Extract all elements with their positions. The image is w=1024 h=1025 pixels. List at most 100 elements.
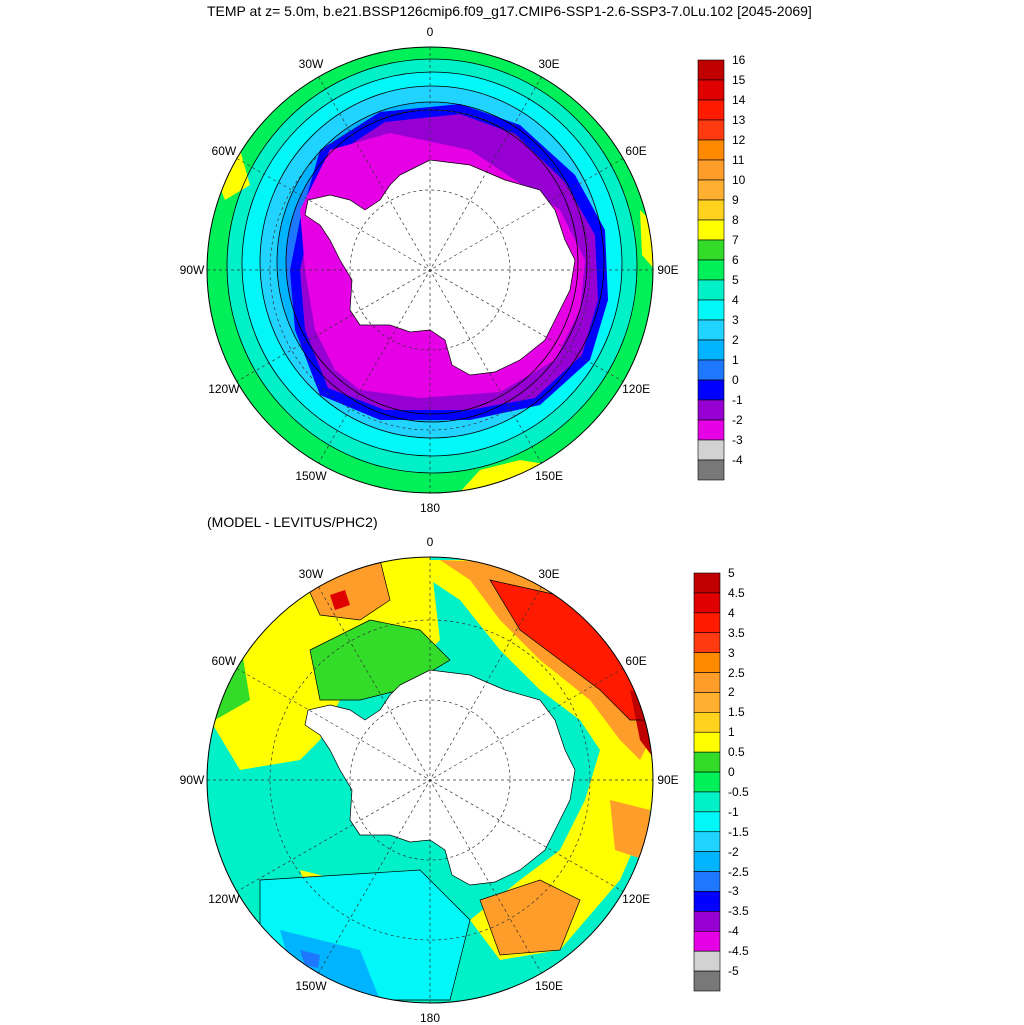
bottom-lon-label: 0 (426, 535, 434, 549)
top-colorbar-label: 8 (732, 213, 739, 227)
bottom-colorbar-swatch (693, 771, 721, 793)
bottom-colorbar-label: -3 (728, 884, 739, 899)
top-lon-label: 150E (534, 469, 564, 484)
top-colorbar-label: 0 (732, 373, 739, 387)
top-colorbar-label: 9 (732, 193, 739, 207)
top-colorbar-swatch (697, 99, 725, 121)
bottom-graticule (207, 557, 653, 1003)
bottom-colorbar-swatch (693, 871, 721, 892)
top-colorbar-label: 3 (732, 313, 739, 327)
top-colorbar-swatch (697, 159, 725, 181)
top-lon-label: 0 (426, 25, 434, 39)
top-lon-label: 60W (211, 144, 237, 158)
bottom-lon-label: 180 (419, 1011, 441, 1025)
bottom-colorbar-label: 5 (728, 566, 735, 580)
top-colorbar-label: 12 (732, 133, 746, 147)
bottom-colorbar-label: 0.5 (728, 745, 745, 760)
top-colorbar-swatch (697, 199, 725, 221)
top-colorbar-swatch (697, 119, 725, 141)
top-colorbar-label: -4 (732, 453, 743, 467)
bottom-colorbar-swatch (693, 950, 721, 972)
top-colorbar-label: 14 (732, 93, 746, 107)
bottom-colorbar-label: -2.5 (728, 864, 749, 879)
top-graticule (207, 47, 653, 493)
bottom-colorbar-label: 1 (728, 725, 735, 740)
bottom-colorbar-swatch (693, 731, 721, 753)
top-colorbar-swatch (697, 379, 725, 401)
bottom-lon-label: 150W (295, 979, 327, 994)
top-colorbar-label: 16 (732, 53, 746, 67)
top-lon-label: 60E (625, 144, 647, 158)
bottom-colorbar-label: 2 (728, 685, 735, 700)
bottom-colorbar-swatch (693, 930, 721, 952)
top-colorbar-swatch (697, 139, 725, 161)
bottom-colorbar-label: -3.5 (728, 904, 749, 919)
top-colorbar-swatch (697, 59, 725, 81)
bottom-colorbar-swatch (693, 712, 721, 733)
top-lon-label: 120W (208, 382, 240, 396)
main-title: TEMP at z= 5.0m, b.e21.BSSP126cmip6.f09_… (207, 3, 812, 19)
bottom-colorbar-swatch (693, 692, 721, 713)
bottom-lon-label: 30W (298, 566, 324, 581)
top-colorbar-label: 10 (732, 173, 746, 187)
top-colorbar-label: 1 (732, 353, 739, 367)
bottom-colorbar-label: 4 (728, 605, 735, 620)
bottom-colorbar-label: 4.5 (728, 585, 745, 600)
top-lon-label: 30W (298, 56, 324, 71)
top-colorbar-swatch (697, 299, 725, 321)
bottom-map-border (206, 556, 654, 1004)
bottom-colorbar-swatch (693, 911, 721, 932)
bottom-colorbar-label: -4 (728, 924, 739, 939)
bottom-colorbar-label: 3.5 (728, 625, 745, 640)
bottom-colorbar-swatch (693, 970, 721, 992)
difference-subtitle: (MODEL - LEVITUS/PHC2) (207, 514, 378, 530)
temperature-contours (226, 58, 638, 474)
bottom-colorbar-label: 0 (728, 765, 735, 780)
bottom-colorbar-label: 2.5 (728, 665, 745, 680)
top-colorbar-label: 4 (732, 293, 739, 307)
bottom-colorbar-label: -4.5 (728, 944, 749, 959)
bottom-colorbar-swatch (693, 891, 721, 912)
bottom-colorbar-swatch (693, 851, 721, 872)
bottom-colorbar-label: -1 (728, 804, 739, 819)
top-colorbar-swatch (697, 279, 725, 301)
top-lon-label: 30E (538, 56, 560, 71)
top-colorbar-swatch (697, 239, 725, 261)
bottom-colorbar-swatch (693, 811, 721, 833)
top-colorbar-swatch (697, 179, 725, 201)
bottom-colorbar-label: -1.5 (728, 824, 749, 839)
top-colorbar-label: 7 (732, 233, 739, 247)
top-lon-label: 120E (622, 382, 651, 396)
bottom-lon-label: 60E (625, 654, 647, 668)
top-lon-label: 180 (419, 501, 441, 515)
bottom-colorbar-swatch (693, 791, 721, 813)
top-colorbar-swatch (697, 419, 725, 441)
bottom-colorbar-swatch (693, 672, 721, 693)
bottom-colorbar-label: -5 (728, 964, 739, 979)
bottom-colorbar-label: -2 (728, 844, 739, 859)
top-colorbar-swatch (697, 359, 725, 381)
bottom-colorbar-swatch (693, 612, 721, 634)
bottom-lon-label: 90W (179, 773, 205, 787)
bottom-colorbar-swatch (693, 652, 721, 673)
bottom-colorbar-label: -0.5 (728, 784, 749, 799)
top-colorbar-swatch (697, 439, 725, 461)
top-lon-label: 90W (179, 263, 205, 277)
top-colorbar-label: 11 (732, 153, 745, 167)
top-colorbar-label: 13 (732, 113, 746, 127)
top-colorbar-label: -2 (732, 413, 743, 427)
bottom-lon-label: 90E (657, 773, 679, 787)
bottom-lon-label: 120W (208, 892, 240, 906)
top-colorbar-swatch (697, 459, 725, 481)
bottom-colorbar-swatch (693, 572, 721, 594)
bottom-colorbar-swatch (693, 751, 721, 773)
bottom-colorbar-label: 3 (728, 645, 735, 660)
top-colorbar-swatch (697, 399, 725, 421)
bottom-colorbar-label: 1.5 (728, 705, 745, 720)
top-colorbar-label: 6 (732, 253, 739, 267)
bottom-lon-label: 30E (538, 566, 560, 581)
bottom-colorbar-swatch (693, 831, 721, 852)
top-colorbar-label: -1 (732, 393, 743, 407)
